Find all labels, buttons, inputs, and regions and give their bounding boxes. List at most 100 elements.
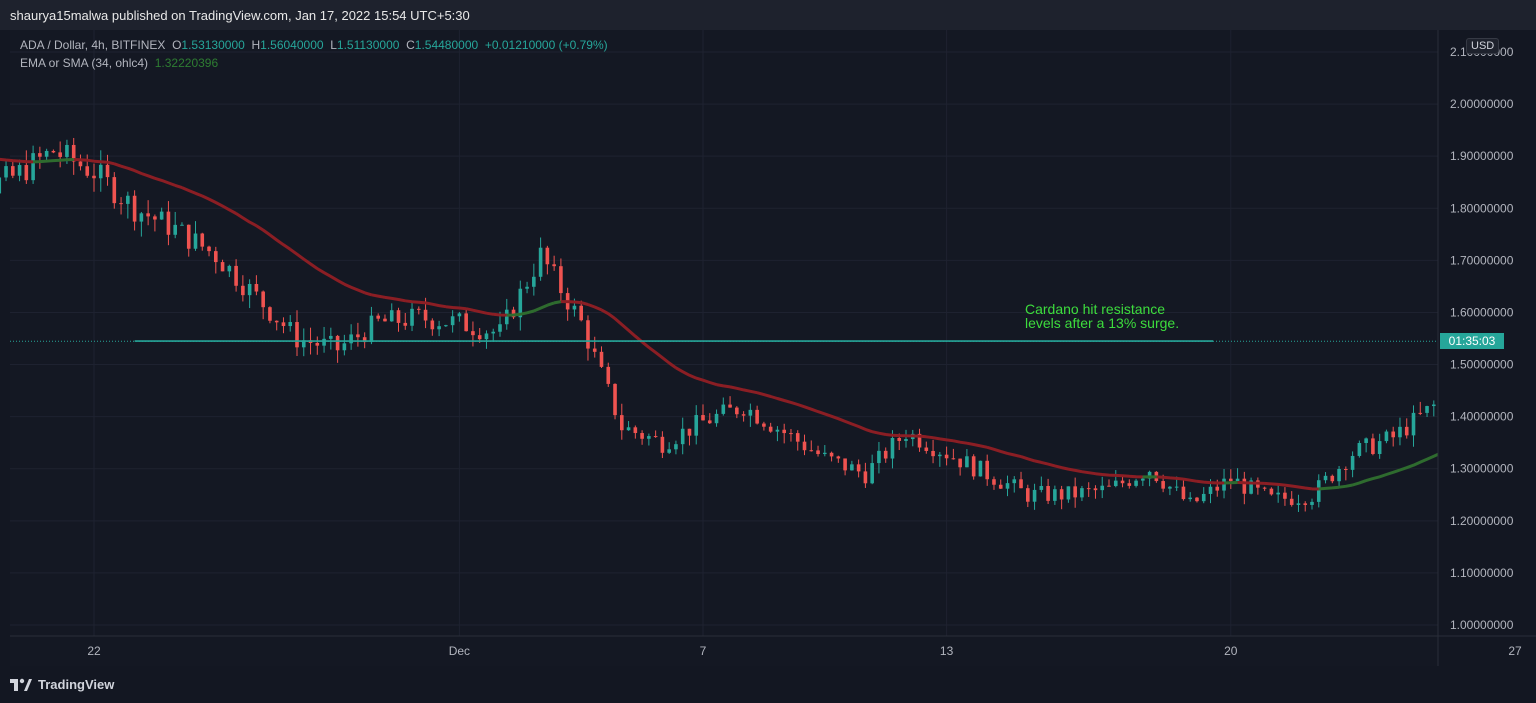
candle-body [207, 246, 211, 252]
candle-body [301, 340, 306, 348]
price-tick-label: 1.10000000 [1450, 566, 1514, 580]
candle-body [241, 285, 245, 296]
candle-body [186, 224, 191, 249]
candle-body [288, 322, 293, 327]
candle-body [1120, 480, 1125, 484]
candle-body [423, 309, 428, 321]
time-tick-label: Dec [449, 644, 470, 658]
candle-body [599, 351, 604, 367]
high-value: 1.56040000 [260, 38, 324, 52]
annotation-line-2: levels after a 13% surge. [1025, 315, 1180, 331]
candle-body [1215, 486, 1220, 491]
candle-body [775, 429, 780, 432]
candle-body [1093, 488, 1098, 491]
candle-body [477, 335, 482, 340]
candle-body [897, 437, 902, 441]
candle-body [1208, 486, 1213, 494]
tradingview-logo[interactable]: TradingView [10, 677, 114, 692]
annotation-line-1: Cardano hit resistance [1025, 301, 1166, 317]
candle-body [511, 309, 516, 318]
chart-annotation[interactable]: Cardano hit resistance levels after a 13… [1025, 302, 1179, 330]
candle-body [342, 343, 347, 351]
candle-body [51, 150, 56, 153]
candle-body [484, 333, 489, 340]
candle-body [640, 433, 644, 439]
axes: 2.100000002.000000001.900000001.80000000… [10, 30, 1536, 666]
symbol-label: ADA / Dollar, 4h, BITFINEX [20, 38, 166, 52]
candle-body [998, 484, 1003, 489]
time-tick-label: 13 [940, 644, 954, 658]
change-value: +0.01210000 (+0.79%) [484, 38, 608, 52]
tradingview-logo-icon [10, 678, 32, 691]
candle-body [1229, 478, 1233, 482]
candle-body [532, 276, 536, 287]
publish-header: shaurya15malwa published on TradingView.… [0, 0, 1536, 30]
candle-body [1066, 486, 1071, 500]
candle-body [498, 324, 502, 332]
candle-body [552, 264, 556, 267]
indicator-legend[interactable]: EMA or SMA (34, ohlc4) 1.32220396 [20, 56, 218, 70]
candle-body [92, 175, 96, 179]
candle-body [613, 383, 617, 416]
candle-body [707, 420, 712, 424]
price-tick-label: 2.00000000 [1450, 97, 1514, 111]
candle-body [1080, 488, 1084, 498]
candle-body [1174, 486, 1179, 488]
candle-body [978, 460, 983, 477]
candle-body [735, 407, 739, 415]
candle-body [1391, 431, 1395, 438]
candle-body [1276, 492, 1280, 495]
candle-body [139, 213, 144, 222]
open-label: O [172, 38, 182, 52]
candle-body [924, 447, 929, 451]
candle-body [748, 409, 753, 416]
candle-body [85, 166, 90, 176]
candle-body [951, 458, 956, 460]
grid [10, 30, 1516, 636]
candle-body [823, 452, 827, 455]
candle-body [58, 152, 62, 157]
candle-body [254, 283, 259, 292]
candle-body [701, 415, 705, 421]
price-tick-label: 1.30000000 [1450, 462, 1514, 476]
candle-body [714, 413, 719, 424]
candle-body [71, 144, 76, 162]
candle-body [132, 195, 137, 222]
candle-body [1418, 412, 1423, 414]
candle-body [1026, 488, 1030, 502]
chart-area[interactable] [10, 30, 1536, 666]
candle-body [1005, 483, 1010, 489]
low-value: 1.51130000 [336, 38, 400, 52]
candle-body [119, 203, 123, 205]
currency-badge[interactable]: USD [1466, 38, 1500, 54]
candle-body [1100, 485, 1105, 491]
candle-body [227, 265, 232, 272]
candle-body [1364, 438, 1368, 444]
candle-body [396, 310, 401, 323]
candle-body [1269, 488, 1274, 495]
indicator-value: 1.32220396 [154, 56, 219, 70]
candle-body [200, 233, 205, 247]
candle-body [680, 428, 685, 445]
candle-body [234, 265, 238, 286]
candle-body [667, 449, 671, 453]
candle-body [126, 195, 130, 204]
candle-body [559, 266, 563, 294]
candle-body [1404, 426, 1409, 436]
candle-body [538, 247, 543, 277]
candle-body [369, 315, 374, 343]
candle-body [98, 164, 103, 179]
candle-body [1141, 478, 1145, 481]
candle-body [1046, 485, 1050, 501]
candle-body [992, 479, 996, 485]
candle-body [1330, 475, 1335, 482]
ema-line-falling [0, 157, 1319, 491]
candle-body [877, 450, 881, 464]
candle-body [491, 331, 496, 334]
candle-body [762, 423, 766, 427]
candle-body [17, 165, 22, 176]
candle-body [931, 450, 935, 457]
candle-body [247, 283, 252, 296]
candle-body [843, 458, 847, 471]
